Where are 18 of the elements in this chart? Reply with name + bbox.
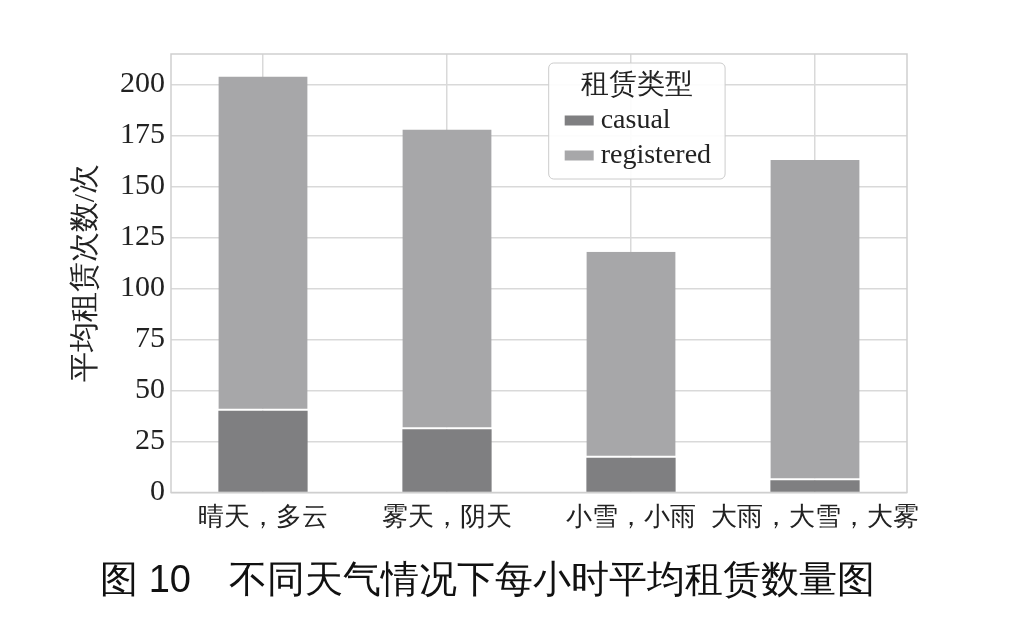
x-tick-label: 晴天，多云 [198,501,328,531]
y-axis-title: 平均租赁次数/次 [66,164,100,383]
y-tick-label: 150 [120,167,165,201]
y-tick-label: 75 [135,320,165,354]
legend-label: registered [600,137,712,169]
y-tick-label: 25 [135,422,165,456]
y-tick-label: 100 [120,269,165,303]
x-tick-label: 大雨，大雪，大雾 [711,501,919,531]
y-tick-label: 175 [120,116,165,150]
y-tick-label: 200 [120,65,165,99]
y-tick-label: 125 [120,218,165,252]
x-tick-label: 小雪，小雨 [566,501,696,531]
legend-label: casual [600,102,671,134]
y-tick-label: 50 [135,371,165,405]
y-tick-label: 0 [150,473,165,507]
x-tick-label: 雾天，阴天 [382,501,512,531]
text: 图 10 不同天气情况下每小时平均租赁数量图 [100,557,875,600]
legend-title: 租赁类型 [580,68,693,100]
